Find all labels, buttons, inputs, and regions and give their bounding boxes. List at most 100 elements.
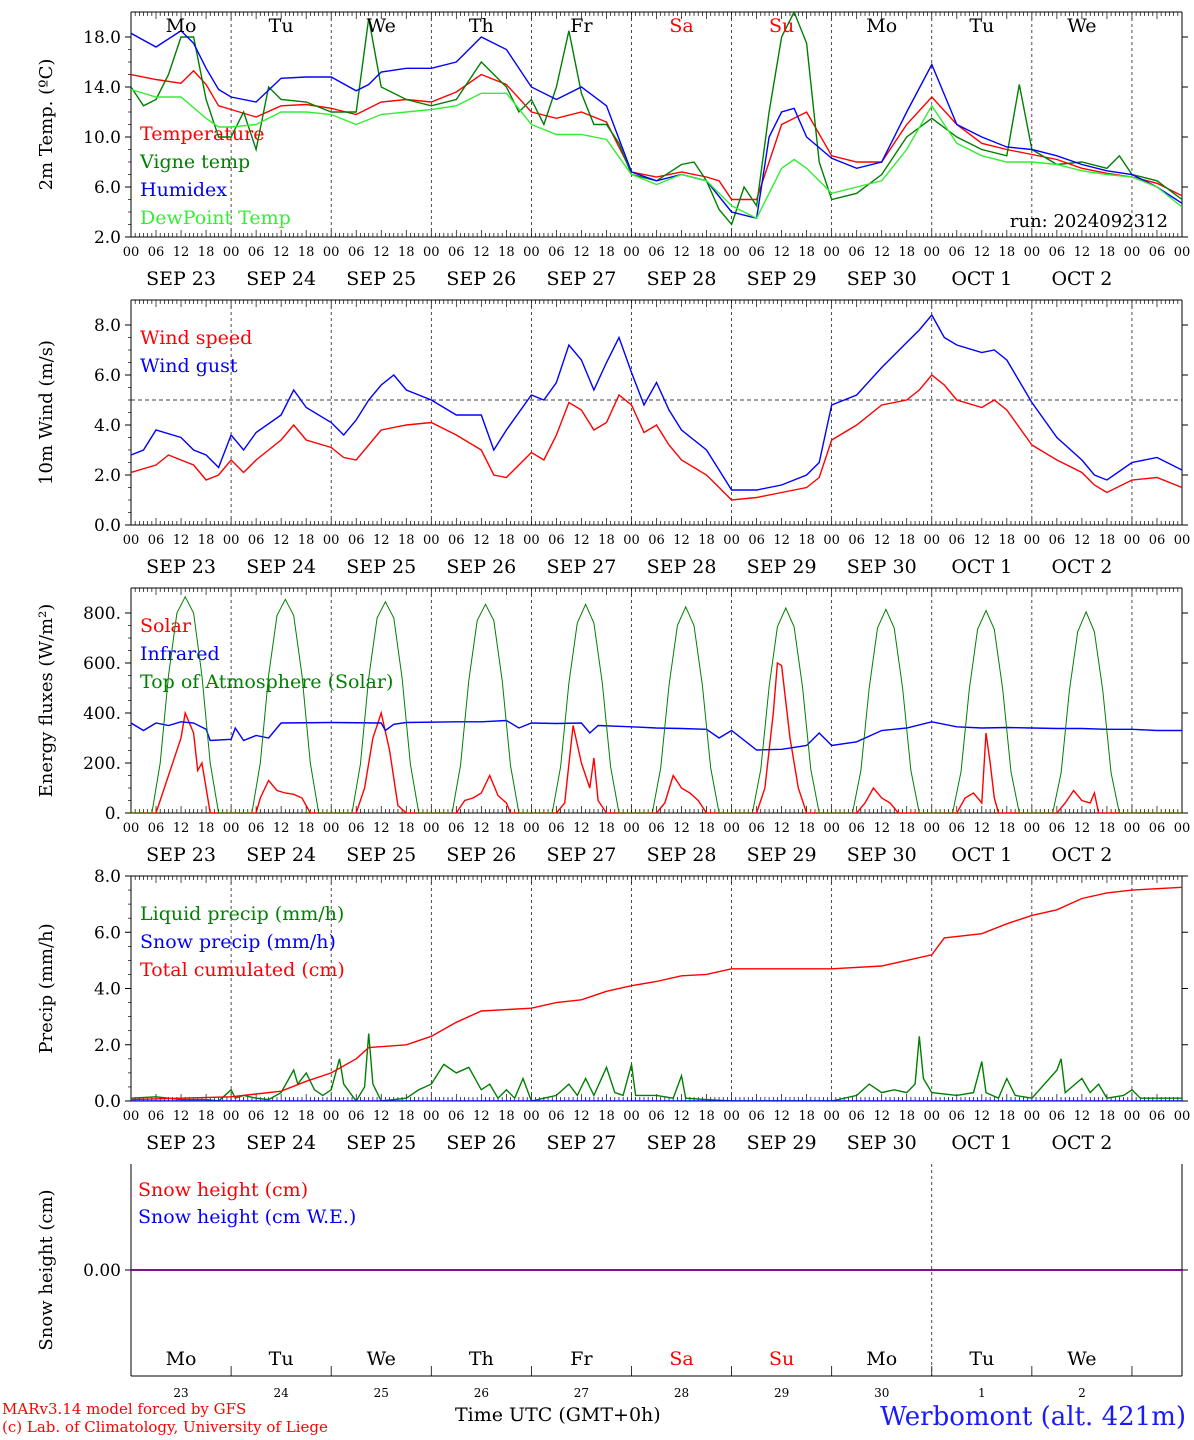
hour-label: 00 [223, 533, 240, 548]
hour-label: 18 [999, 533, 1016, 548]
weekday-label-bottom: Tu [269, 1348, 294, 1370]
hour-label: 18 [898, 533, 915, 548]
weekday-label-top: Su [769, 15, 794, 37]
legend-entry: Snow height (cm) [138, 1179, 308, 1201]
y-tick-label: 200. [83, 754, 121, 774]
hour-label: 18 [798, 821, 815, 836]
hour-label: 12 [1074, 533, 1091, 548]
hour-label: 06 [148, 821, 165, 836]
hour-label: 00 [623, 245, 640, 260]
hour-label: 18 [698, 821, 715, 836]
date-label: SEP 24 [246, 268, 316, 290]
hour-label: 06 [448, 1109, 465, 1124]
hour-label: 18 [298, 533, 315, 548]
date-label: SEP 28 [647, 268, 717, 290]
date-label: SEP 28 [647, 556, 717, 578]
hour-label: 06 [848, 245, 865, 260]
date-label: SEP 25 [346, 556, 416, 578]
hour-label: 00 [1124, 1109, 1141, 1124]
time-axis-label: Time UTC (GMT+0h) [455, 1404, 661, 1426]
hour-label: 06 [1049, 533, 1066, 548]
hour-label: 12 [573, 533, 590, 548]
weekday-label-bottom: Tu [969, 1348, 994, 1370]
y-axis-label: Energy fluxes (W/m²) [36, 604, 57, 798]
hour-label: 12 [974, 1109, 991, 1124]
y-tick-label: 6.0 [94, 178, 121, 198]
series-line-top-of-atmosphere-solar- [131, 595, 1182, 813]
y-tick-label: 18.0 [83, 28, 121, 48]
hour-label: 12 [473, 1109, 490, 1124]
date-label: SEP 25 [346, 844, 416, 866]
panel-snow: 0.00 Snow height (cm) Snow height (cm) Snow… [36, 1164, 1188, 1377]
hour-label: 12 [974, 245, 991, 260]
y-tick-label: 6.0 [94, 366, 121, 386]
hour-label: 00 [523, 821, 540, 836]
date-label: OCT 2 [1051, 556, 1112, 578]
hour-label: 00 [423, 1109, 440, 1124]
hour-label: 00 [823, 533, 840, 548]
legend-entry: Temperature [140, 123, 264, 145]
y-axis-label: Precip (mm/h) [36, 923, 57, 1053]
date-label: SEP 25 [346, 1132, 416, 1154]
hour-label: 00 [923, 533, 940, 548]
date-label: SEP 23 [146, 268, 216, 290]
date-label: SEP 24 [246, 844, 316, 866]
hour-label: 18 [1099, 821, 1116, 836]
hour-label: 12 [773, 533, 790, 548]
hour-label: 00 [823, 821, 840, 836]
hour-label: 12 [1074, 1109, 1091, 1124]
date-label: SEP 24 [246, 556, 316, 578]
weekday-label-top: Th [469, 15, 494, 37]
date-label: SEP 27 [546, 1132, 616, 1154]
hour-label: 00 [523, 1109, 540, 1124]
day-number: 27 [574, 1386, 589, 1400]
hour-label: 12 [573, 245, 590, 260]
hour-label: 18 [498, 1109, 515, 1124]
hour-label: 18 [198, 245, 215, 260]
hour-label: 12 [273, 1109, 290, 1124]
hour-label: 18 [598, 533, 615, 548]
hour-label: 18 [1099, 245, 1116, 260]
hour-label: 00 [323, 821, 340, 836]
weekday-label-bottom: We [1067, 1348, 1096, 1370]
hour-label: 00 [523, 533, 540, 548]
station-name: Werbomont (alt. 421m) [880, 1402, 1186, 1432]
hour-label: 00 [423, 821, 440, 836]
date-label: SEP 25 [346, 268, 416, 290]
hour-label: 00 [923, 245, 940, 260]
y-tick-label: 8.0 [94, 316, 121, 336]
date-label: SEP 29 [747, 1132, 817, 1154]
weekday-label-top: Mo [166, 15, 197, 37]
hour-label: 00 [823, 1109, 840, 1124]
weekday-label-bottom: Fr [570, 1348, 593, 1370]
hour-label: 12 [473, 533, 490, 548]
date-label: SEP 24 [246, 1132, 316, 1154]
y-tick-label: 2.0 [94, 466, 121, 486]
model-credit: MARv3.14 model forced by GFS (c) Lab. of… [2, 1400, 328, 1436]
date-label: OCT 1 [951, 268, 1012, 290]
hour-label: 12 [573, 821, 590, 836]
hour-label: 00 [723, 821, 740, 836]
hour-label: 18 [398, 821, 415, 836]
legend-entry: Total cumulated (cm) [140, 959, 345, 981]
hour-label: 06 [248, 533, 265, 548]
hour-label: 12 [673, 533, 690, 548]
panel-wind: 0.0 2.0 4.0 6.0 8.0 10m Wind (m/s) Wind speed W… [36, 299, 1190, 578]
hour-label: 06 [448, 533, 465, 548]
y-tick-label: 0. [105, 804, 121, 824]
weekday-label-top: We [1067, 15, 1096, 37]
legend-entry: Humidex [140, 179, 227, 201]
hour-label: 06 [648, 1109, 665, 1124]
hour-label: 00 [723, 245, 740, 260]
hour-label: 00 [723, 1109, 740, 1124]
panel-energy: 0. 200. 400. 600. 800. Energy fluxes (W/m²) So… [36, 587, 1190, 866]
hour-label: 06 [448, 821, 465, 836]
date-label: SEP 27 [546, 268, 616, 290]
y-tick-label: 600. [83, 654, 121, 674]
y-tick-label: 10.0 [83, 128, 121, 148]
hour-label: 00 [623, 821, 640, 836]
hour-label: 00 [523, 245, 540, 260]
date-label: OCT 2 [1051, 268, 1112, 290]
hour-label: 00 [1124, 245, 1141, 260]
hour-label: 12 [373, 533, 390, 548]
